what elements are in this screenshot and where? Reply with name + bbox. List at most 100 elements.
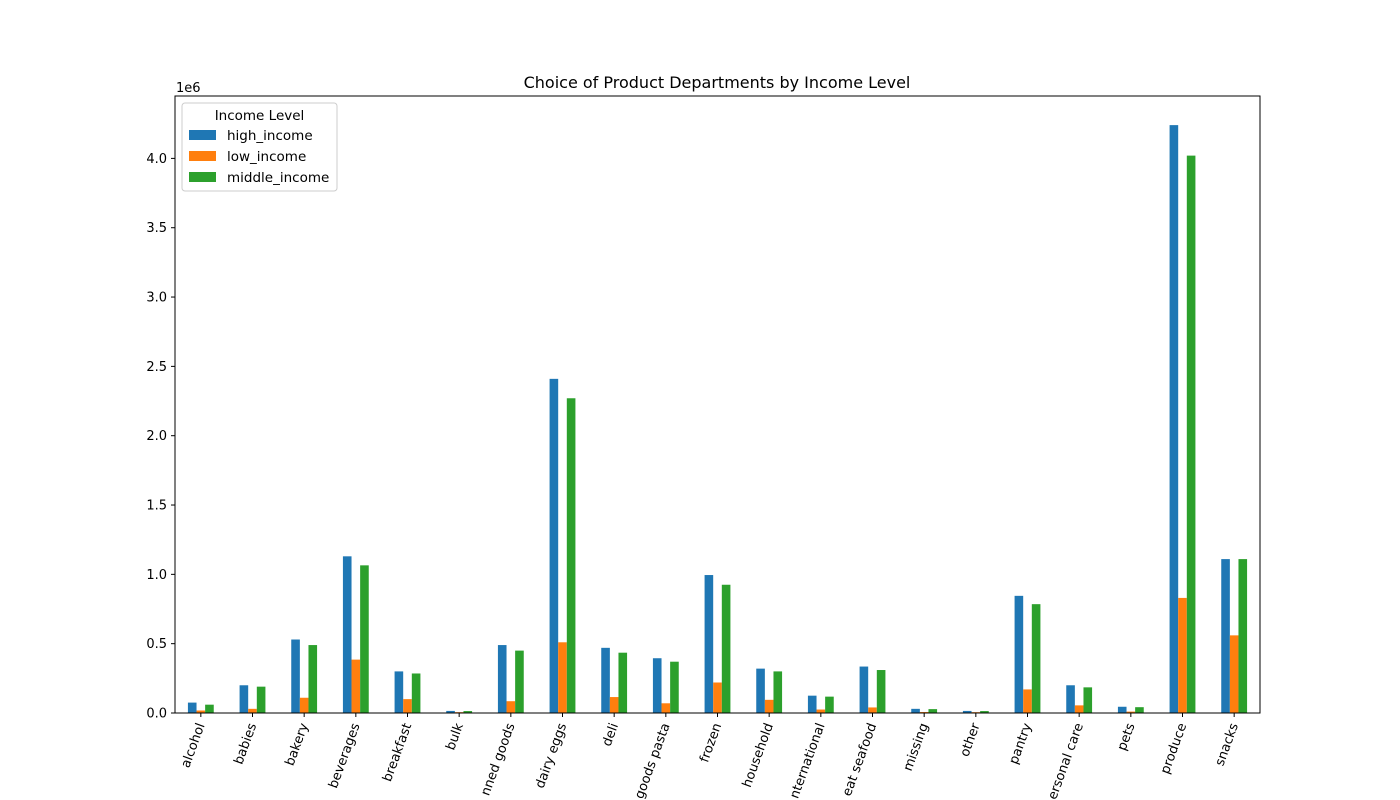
bar-high-income-produce: [1169, 125, 1179, 714]
bar-low-income-alcohol: [196, 710, 206, 713]
x-tick-label: household: [740, 721, 777, 789]
bar-middle-income-pets: [1135, 707, 1144, 713]
bar-middle-income-bakery: [308, 645, 318, 713]
bar-middle-income-frozen: [721, 584, 731, 713]
legend-swatch-high-income: [189, 130, 216, 140]
bar-low-income-dry-goods-pasta: [661, 703, 671, 713]
bar-low-income-pets: [1126, 711, 1136, 713]
y-tick-label: 2.5: [146, 360, 167, 375]
bar-middle-income-other: [980, 711, 989, 713]
bar-low-income-international: [816, 709, 826, 713]
x-tick-label: missing: [901, 721, 932, 773]
bar-middle-income-dry-goods-pasta: [670, 661, 679, 713]
bar-low-income-household: [764, 699, 774, 713]
bar-low-income-beverages: [351, 659, 361, 713]
chart-title: Choice of Product Departments by Income …: [524, 73, 911, 92]
y-tick-label: 3.0: [146, 291, 167, 306]
bar-low-income-frozen: [713, 682, 722, 713]
bar-high-income-snacks: [1221, 559, 1230, 713]
bar-middle-income-alcohol: [205, 704, 214, 713]
bar-high-income-canned-goods: [497, 645, 507, 713]
bar-middle-income-deli: [618, 652, 628, 713]
y-tick-label: 0.0: [146, 707, 167, 722]
bar-low-income-pantry: [1023, 689, 1032, 713]
bars-group: [187, 125, 1248, 714]
x-tick-label: ersonal care: [1045, 721, 1087, 800]
x-tick-label: breakfast: [380, 721, 415, 784]
bar-high-income-other: [962, 710, 972, 713]
bar-high-income-pantry: [1014, 595, 1024, 713]
bar-low-income-deli: [609, 697, 619, 713]
bar-high-income-personal-care: [1066, 685, 1075, 713]
bar-high-income-dairy-eggs: [549, 378, 559, 713]
y-tick-label: 1.0: [146, 568, 167, 583]
bar-high-income-household: [756, 668, 765, 713]
bar-middle-income-pantry: [1031, 604, 1041, 713]
y-tick-label: 4.0: [146, 152, 167, 167]
bar-middle-income-produce: [1186, 155, 1196, 713]
bar-high-income-international: [807, 695, 817, 713]
x-tick-label: nned goods: [478, 721, 518, 798]
x-tick-label: other: [958, 721, 984, 759]
legend-label-high-income: high_income: [227, 128, 313, 144]
bar-high-income-beverages: [342, 556, 352, 713]
bar-high-income-deli: [601, 647, 610, 713]
x-tick-label: babies: [232, 721, 261, 767]
bar-high-income-missing: [911, 708, 920, 713]
bar-low-income-meat-seafood: [868, 707, 877, 713]
bar-high-income-dry-goods-pasta: [652, 658, 662, 713]
x-tick-label: produce: [1158, 721, 1190, 776]
x-tick-label: bulk: [443, 721, 467, 753]
bar-middle-income-dairy-eggs: [566, 398, 576, 713]
bar-low-income-snacks: [1229, 635, 1239, 713]
x-tick-label: goods pasta: [632, 721, 673, 800]
bar-high-income-breakfast: [394, 671, 404, 713]
x-tick-label: pantry: [1007, 721, 1036, 766]
bar-high-income-babies: [239, 685, 249, 713]
bar-low-income-breakfast: [403, 699, 412, 713]
bar-low-income-babies: [248, 708, 257, 713]
legend: Income Level high_income low_incomemiddle…: [181, 102, 338, 192]
x-tick-label: snacks: [1213, 721, 1242, 768]
legend-box: [181, 102, 338, 192]
bar-middle-income-international: [825, 696, 834, 713]
bar-low-income-bakery: [299, 697, 309, 713]
x-axis-ticks: alcohol babies bakery beverages breakfast bul…: [179, 713, 1242, 800]
x-tick-label: eat seafood: [840, 721, 880, 798]
y-tick-label: 1.5: [146, 499, 167, 514]
bar-middle-income-snacks: [1238, 559, 1248, 713]
y-tick-label: 3.5: [146, 221, 167, 236]
y-axis-offset-label: 1e6: [176, 81, 201, 96]
bar-middle-income-meat-seafood: [876, 670, 886, 713]
x-tick-label: frozen: [697, 721, 725, 764]
legend-title: Income Level: [215, 108, 305, 124]
bar-high-income-alcohol: [187, 702, 197, 713]
x-tick-label: alcohol: [179, 721, 209, 770]
bar-low-income-canned-goods: [506, 701, 516, 713]
x-tick-label: dairy eggs: [533, 721, 571, 791]
bar-high-income-frozen: [704, 575, 714, 713]
x-tick-label: deli: [600, 721, 622, 748]
plot-frame: [174, 95, 1261, 714]
legend-swatch-middle-income: [189, 172, 216, 182]
bar-low-income-produce: [1178, 597, 1187, 713]
bar-middle-income-babies: [256, 686, 266, 713]
y-axis-ticks: 0.0 0.5 1.0 1.5 2.0 2.5 3.0 3.5 4.0: [146, 152, 175, 722]
bar-low-income-personal-care: [1074, 705, 1084, 713]
legend-label-middle-income: middle_income: [227, 170, 329, 186]
bar-high-income-pets: [1117, 706, 1127, 713]
bar-low-income-dairy-eggs: [558, 642, 567, 713]
x-tick-label: nternational: [787, 721, 828, 800]
bar-high-income-bakery: [291, 639, 300, 713]
bar-middle-income-breakfast: [411, 673, 421, 713]
bar-middle-income-beverages: [360, 565, 369, 713]
bar-high-income-meat-seafood: [859, 666, 869, 713]
bar-high-income-bulk: [446, 710, 455, 713]
x-tick-label: bakery: [283, 721, 312, 768]
y-tick-label: 2.0: [146, 429, 167, 444]
bar-middle-income-personal-care: [1083, 687, 1093, 713]
bar-middle-income-canned-goods: [515, 650, 524, 713]
bar-middle-income-household: [773, 671, 783, 713]
legend-label-low-income: low_income: [227, 149, 306, 165]
